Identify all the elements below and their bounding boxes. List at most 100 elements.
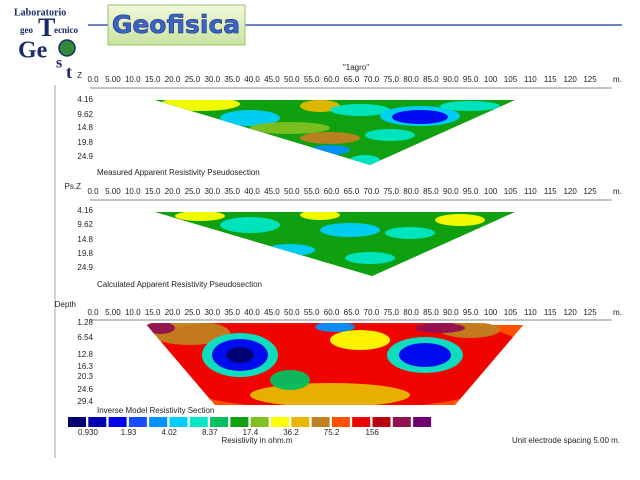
section-blob xyxy=(270,370,310,390)
x-tick-label: 35.0 xyxy=(224,308,240,317)
depth-label: 1.28 xyxy=(77,318,93,327)
x-tick-label: 110 xyxy=(524,75,537,84)
colorbar-swatch xyxy=(250,417,269,427)
colorbar-swatch xyxy=(149,417,168,427)
section-blob xyxy=(250,383,410,405)
x-tick-label: 65.0 xyxy=(344,75,360,84)
colorbar-swatch xyxy=(128,417,147,427)
x-tick-label: 115 xyxy=(544,308,557,317)
section-blob xyxy=(175,212,225,221)
depth-label: 12.8 xyxy=(77,350,93,359)
x-tick-label: 100 xyxy=(484,75,498,84)
colorbar-label: 1.93 xyxy=(121,428,137,437)
x-tick-label: 20.0 xyxy=(165,308,181,317)
depth-label: 4.16 xyxy=(77,206,93,215)
axis-label: Ps.Z xyxy=(65,182,82,191)
colorbar-swatch xyxy=(291,417,310,427)
depth-label: 6.54 xyxy=(77,333,93,342)
section-blob xyxy=(415,323,465,333)
section-blob xyxy=(330,330,390,350)
section-blob xyxy=(399,343,451,367)
x-tick-label: 15.0 xyxy=(145,187,161,196)
colorbar-swatch xyxy=(392,417,411,427)
x-tick-label: 75.0 xyxy=(383,308,399,317)
section-blob xyxy=(385,227,435,239)
x-tick-label: 5.00 xyxy=(105,187,121,196)
section-blob xyxy=(440,101,500,111)
logo-text: geo xyxy=(20,25,33,35)
section-blob xyxy=(392,110,448,124)
x-tick-label: 65.0 xyxy=(344,187,360,196)
x-tick-label: 55.0 xyxy=(304,308,320,317)
section-blob xyxy=(435,214,485,226)
caption: Measured Apparent Resistivity Pseudosect… xyxy=(97,168,260,177)
colorbar-swatch xyxy=(230,417,249,427)
sections: 0.0 5.00 10.0 15.0 20.0 25.0 30.0 35.0 40.0 45.0 5… xyxy=(55,71,622,437)
caption: Calculated Apparent Resistivity Pseudose… xyxy=(97,280,262,289)
colorbar-unit: Resistivity in ohm.m xyxy=(221,436,292,445)
x-tick-label: 85.0 xyxy=(423,75,439,84)
x-tick-label: 90.0 xyxy=(443,75,459,84)
depth-label: 16.3 xyxy=(77,362,93,371)
section-blob xyxy=(345,252,395,264)
title-box xyxy=(107,4,246,46)
section-blob xyxy=(145,323,175,334)
colorbar-swatch xyxy=(413,417,432,427)
section-blob xyxy=(226,347,254,363)
axis-label: Depth xyxy=(55,300,76,309)
depth-label: 24.9 xyxy=(77,263,93,272)
colorbar-swatch xyxy=(108,417,127,427)
section-blob xyxy=(300,212,340,220)
x-tick-label: 25.0 xyxy=(185,75,201,84)
x-tick-label: 80.0 xyxy=(403,308,419,317)
logo-text: t xyxy=(66,62,72,82)
logo-text: Ge xyxy=(18,38,48,64)
logo: Laboratorio geo T ecnico Ge s t xyxy=(14,7,78,82)
x-tick-label: 45.0 xyxy=(264,75,280,84)
x-tick-label: 100 xyxy=(484,308,498,317)
logo-globe xyxy=(58,39,76,57)
x-tick-label: 120 xyxy=(563,75,577,84)
x-tick-label: 20.0 xyxy=(165,75,181,84)
x-tick-label: 95.0 xyxy=(463,308,479,317)
colorbar-label: 8.37 xyxy=(202,428,218,437)
x-tick-label: 40.0 xyxy=(244,187,260,196)
x-tick-label: 25.0 xyxy=(185,308,201,317)
x-tick-label: 120 xyxy=(563,308,577,317)
section-blob xyxy=(315,323,355,332)
title: Geofisica xyxy=(112,10,240,39)
depth-label: 9.62 xyxy=(77,110,93,119)
colorbar-label: 75.2 xyxy=(324,428,340,437)
x-tick-label: 35.0 xyxy=(224,75,240,84)
section-image xyxy=(155,100,515,165)
x-tick-label: 125 xyxy=(583,308,597,317)
x-tick-label: 95.0 xyxy=(463,187,479,196)
section-blob xyxy=(365,129,415,141)
colorbar-label: 17.4 xyxy=(243,428,259,437)
section-blob xyxy=(300,100,340,112)
depth-label: 19.8 xyxy=(77,249,93,258)
x-tick-label: 90.0 xyxy=(443,308,459,317)
depth-label: 20.3 xyxy=(77,372,93,381)
x-tick-label: 40.0 xyxy=(244,75,260,84)
section-blob xyxy=(250,122,330,134)
depth-label: 24.9 xyxy=(77,152,93,161)
x-tick-label: 0.0 xyxy=(87,187,99,196)
colorbar-swatch xyxy=(88,417,107,427)
x-tick-label: 125 xyxy=(583,75,597,84)
colorbar-swatch xyxy=(169,417,188,427)
x-tick-label: 30.0 xyxy=(204,308,220,317)
x-tick-label: 10.0 xyxy=(125,75,141,84)
x-tick-label: 125 xyxy=(583,187,597,196)
x-tick-label: 35.0 xyxy=(224,187,240,196)
colorbar-label: 0.930 xyxy=(78,428,99,437)
depth-label: 9.62 xyxy=(77,220,93,229)
x-tick-label: 0.0 xyxy=(87,308,99,317)
colorbar-swatch xyxy=(68,417,86,427)
depth-label: 14.8 xyxy=(77,235,93,244)
depth-label: 19.8 xyxy=(77,138,93,147)
colorbar-swatch xyxy=(331,417,350,427)
axis-label: Z xyxy=(77,71,82,80)
x-tick-label: 60.0 xyxy=(324,308,340,317)
x-tick-label: 60.0 xyxy=(324,187,340,196)
